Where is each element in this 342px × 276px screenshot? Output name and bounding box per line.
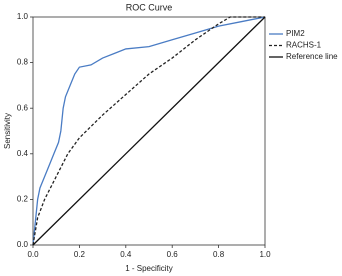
x-tick-label: 0.2 bbox=[74, 250, 86, 259]
x-axis-title: 1 - Specificity bbox=[125, 264, 173, 273]
roc-line bbox=[32, 16, 266, 246]
y-tick-label: 0.2 bbox=[17, 195, 29, 204]
x-tick-label: 0.6 bbox=[167, 250, 179, 259]
x-tick-label: 0.0 bbox=[27, 250, 39, 259]
y-tick-label: 0.6 bbox=[17, 103, 29, 112]
y-tick-label: 0.8 bbox=[17, 58, 29, 67]
roc-line bbox=[32, 16, 265, 246]
y-tick-label: 0.4 bbox=[17, 149, 29, 158]
legend-label: Reference line bbox=[286, 52, 338, 61]
y-tick-label: 0.0 bbox=[17, 240, 29, 249]
y-tick-label: 1.0 bbox=[17, 12, 29, 21]
roc-line bbox=[32, 16, 266, 246]
y-axis-title: Sensitivity bbox=[3, 113, 12, 149]
x-tick-label: 0.8 bbox=[213, 250, 225, 259]
plot-frame bbox=[32, 16, 266, 246]
x-tick-label: 0.4 bbox=[120, 250, 132, 259]
x-tick-label: 1.0 bbox=[259, 250, 271, 259]
legend-label: RACHS-1 bbox=[286, 41, 322, 50]
chart-title: ROC Curve bbox=[126, 2, 173, 12]
legend-label: PIM2 bbox=[286, 29, 305, 38]
